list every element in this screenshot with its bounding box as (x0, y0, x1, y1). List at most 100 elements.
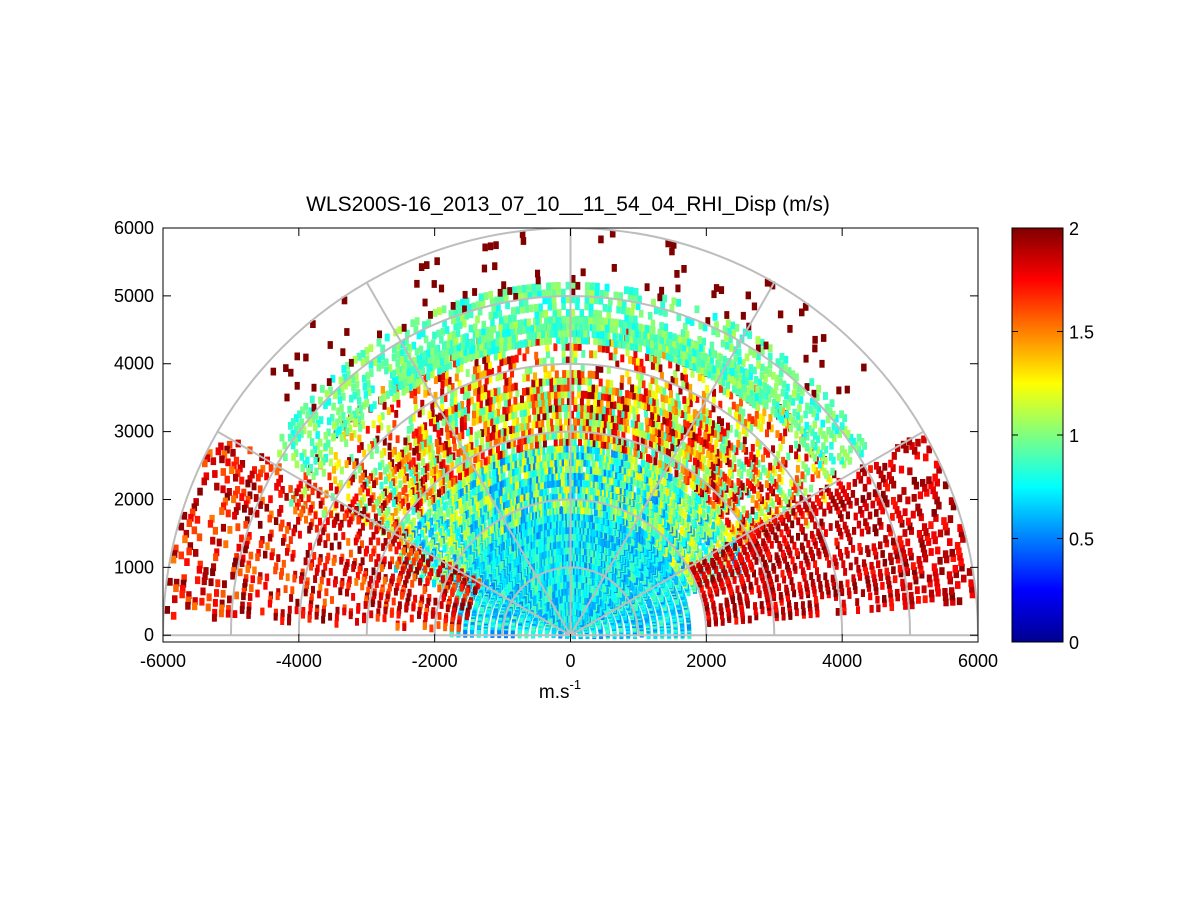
data-cell (390, 468, 395, 477)
data-cell (688, 454, 693, 462)
data-cell (660, 461, 665, 469)
data-cell (432, 475, 437, 484)
data-cell (722, 473, 727, 482)
data-cell (512, 460, 517, 469)
data-cell (386, 473, 390, 482)
data-cell (707, 468, 712, 477)
data-cell (482, 465, 486, 474)
data-cell (660, 394, 665, 402)
data-cell (640, 466, 645, 475)
data-cell (633, 456, 638, 465)
data-cell (442, 545, 447, 553)
data-cell (409, 468, 414, 477)
data-cell (539, 385, 544, 394)
data-cell (549, 425, 554, 433)
data-cell (643, 438, 648, 447)
data-cell (609, 484, 614, 492)
data-cell (563, 390, 568, 399)
data-cell (480, 444, 485, 452)
data-cell (558, 478, 563, 487)
data-cell (443, 441, 448, 449)
data-cell (490, 630, 495, 638)
data-cell (448, 497, 453, 506)
data-cell (656, 429, 661, 437)
data-cell (694, 450, 699, 458)
data-cell (727, 459, 732, 468)
data-cell (665, 418, 670, 426)
data-cell (526, 463, 531, 472)
data-cell (693, 457, 697, 466)
data-cell (467, 466, 472, 475)
data-cell (420, 467, 425, 476)
data-cell (501, 450, 505, 458)
data-cell (571, 485, 576, 494)
data-cell (712, 446, 717, 455)
data-cell (615, 471, 620, 480)
data-cell (535, 531, 540, 540)
data-cell (614, 436, 619, 445)
data-cell (623, 424, 628, 433)
data-cell (449, 470, 454, 478)
data-cell (445, 424, 449, 433)
data-cell (580, 390, 585, 399)
data-cell (716, 476, 720, 485)
data-cell (611, 387, 616, 396)
data-cell (523, 450, 528, 458)
data-cell (640, 429, 645, 438)
data-cell (550, 520, 555, 529)
data-cell (434, 464, 439, 473)
data-cell (575, 444, 579, 453)
data-cells (164, 229, 976, 640)
data-cell (412, 447, 417, 456)
data-cell (539, 433, 544, 442)
data-cell (425, 463, 430, 472)
data-cell (641, 444, 645, 453)
data-cell (678, 447, 682, 456)
data-cell (419, 450, 424, 459)
data-cell (685, 452, 690, 461)
data-cell (567, 458, 572, 467)
data-cell (493, 460, 498, 469)
data-cell (475, 409, 480, 417)
data-cell (567, 417, 571, 426)
data-cell (446, 439, 451, 448)
data-cell (643, 460, 648, 469)
data-cell (524, 401, 529, 410)
data-cell (595, 432, 599, 441)
data-cell (506, 440, 511, 449)
data-cell (475, 446, 480, 455)
data-cell (503, 463, 508, 472)
data-cell (548, 584, 553, 593)
data-cell (619, 480, 624, 489)
data-cell (543, 508, 548, 517)
data-cell (681, 458, 686, 466)
data-cell (701, 543, 706, 551)
data-cell (420, 529, 424, 538)
data-cell (618, 388, 623, 397)
data-cell (712, 429, 717, 438)
data-cell (590, 466, 595, 475)
data-cell (487, 404, 492, 413)
data-cell (619, 382, 624, 390)
data-cell (597, 467, 602, 476)
data-cell (651, 426, 656, 435)
data-cell (522, 436, 527, 445)
data-cell (653, 480, 657, 488)
data-cell (421, 448, 426, 457)
data-cell (658, 516, 663, 525)
data-cell (425, 472, 430, 481)
data-cell (559, 383, 564, 392)
data-cell (362, 506, 367, 515)
data-cell (653, 413, 658, 421)
data-cell (552, 582, 557, 591)
data-cell (520, 458, 525, 466)
data-cell (474, 416, 479, 425)
data-cell (682, 529, 687, 538)
data-cell (508, 391, 513, 399)
data-cell (541, 446, 546, 455)
data-cell (656, 436, 661, 445)
data-cell (732, 454, 737, 463)
data-cell (672, 476, 677, 485)
data-cell (630, 477, 635, 485)
data-cell (438, 470, 443, 478)
